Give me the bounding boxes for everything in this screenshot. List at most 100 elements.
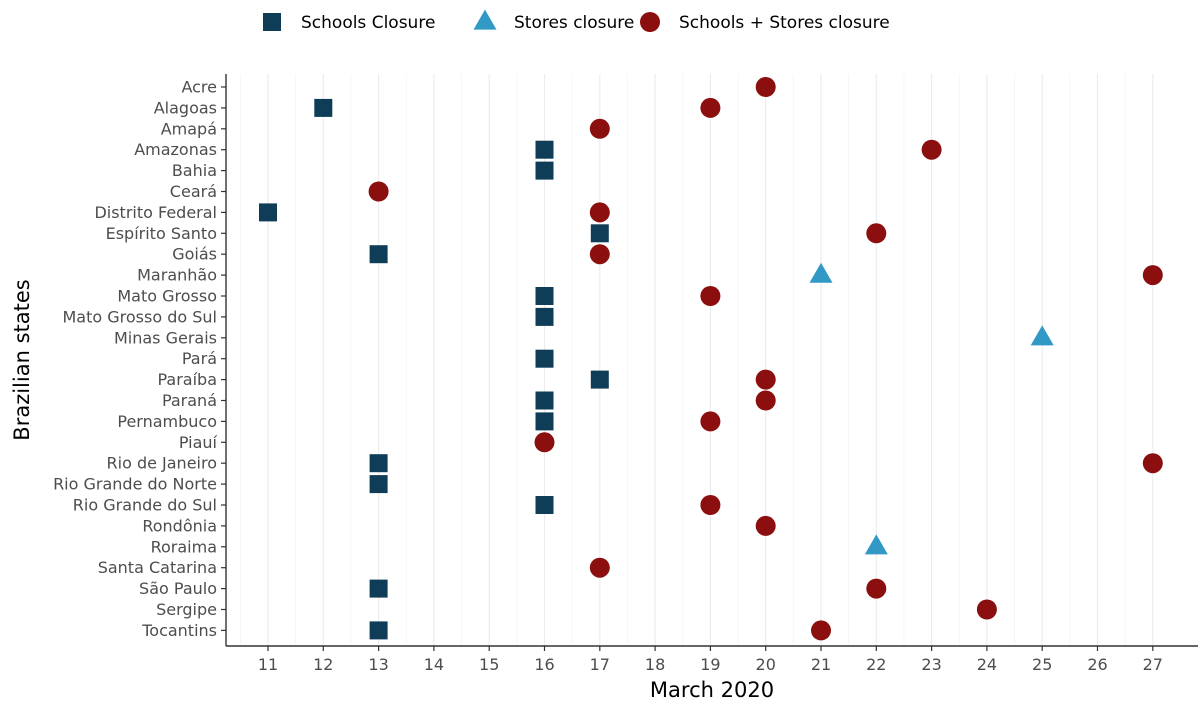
data-points (259, 77, 1163, 641)
point-schools-stores-closure-espirito-santo (866, 223, 887, 244)
y-tick-label-roraima: Roraima (151, 537, 217, 556)
legend-label-stores-closure: Stores closure (514, 13, 634, 33)
point-stores-closure-maranhao (809, 262, 833, 283)
point-stores-closure-roraima (864, 534, 888, 555)
y-tick-label-piaui: Piauí (179, 433, 218, 452)
point-schools-stores-closure-rio-grande-do-sul (700, 495, 721, 515)
y-tick-label-sergipe: Sergipe (156, 600, 217, 619)
point-schools-closure-parana (535, 391, 554, 410)
x-tick-label-17: 17 (590, 655, 610, 674)
point-stores-closure-minas-gerais (1030, 325, 1054, 346)
x-tick-label-25: 25 (1032, 655, 1052, 674)
axes (221, 74, 1198, 651)
legend-key-stores-closure (473, 9, 497, 30)
y-tick-label-sao-paulo: São Paulo (139, 579, 217, 598)
x-tick-label-15: 15 (479, 655, 499, 674)
point-schools-stores-closure-tocantins (811, 620, 831, 641)
x-tick-label-11: 11 (258, 655, 278, 674)
legend-key-schools-stores-closure (640, 12, 660, 32)
point-schools-stores-closure-paraiba (755, 369, 776, 390)
y-tick-label-rio-grande-do-sul: Rio Grande do Sul (73, 496, 217, 515)
point-schools-closure-paraiba (590, 370, 609, 389)
legend-label-schools-closure: Schools Closure (301, 13, 435, 33)
x-tick-label-13: 13 (368, 655, 388, 674)
legend-key-schools-closure (263, 13, 281, 31)
x-tick-label-16: 16 (534, 655, 554, 674)
y-tick-label-para: Pará (182, 349, 217, 368)
y-tick-label-paraiba: Paraíba (157, 370, 217, 389)
legend-label-schools-stores-closure: Schools + Stores closure (679, 13, 890, 33)
point-schools-closure-mato-grosso (535, 287, 554, 305)
y-tick-label-bahia: Bahia (172, 161, 217, 180)
y-tick-label-alagoas: Alagoas (154, 98, 217, 117)
point-schools-closure-espirito-santo (590, 224, 609, 243)
y-axis-title: Brazilian states (10, 279, 34, 440)
point-schools-closure-amazonas (535, 140, 554, 159)
legend-item-schools-stores-closure: Schools + Stores closure (640, 12, 890, 33)
y-tick-label-distrito-federal: Distrito Federal (94, 203, 217, 222)
y-tick-label-rio-de-janeiro: Rio de Janeiro (107, 454, 218, 473)
point-schools-stores-closure-ceara (368, 181, 389, 202)
point-schools-stores-closure-sergipe (976, 599, 997, 620)
x-tick-label-27: 27 (1143, 655, 1163, 674)
point-schools-closure-goias (369, 245, 388, 264)
y-tick-label-ceara: Ceará (170, 182, 217, 201)
point-schools-stores-closure-goias (589, 244, 610, 265)
legend: Schools Closure Stores closure Schools + S… (263, 9, 890, 33)
point-schools-closure-rio-grande-do-sul (535, 496, 554, 514)
point-schools-closure-tocantins (369, 621, 388, 640)
point-schools-stores-closure-distrito-federal (589, 202, 610, 223)
point-schools-stores-closure-alagoas (700, 97, 721, 118)
y-tick-label-minas-gerais: Minas Gerais (114, 328, 217, 347)
x-tick-label-24: 24 (977, 655, 997, 674)
x-tick-label-20: 20 (756, 655, 776, 674)
y-tick-label-mato-grosso: Mato Grosso (117, 287, 217, 306)
point-schools-stores-closure-mato-grosso (700, 286, 721, 306)
x-tick-label-12: 12 (313, 655, 333, 674)
point-schools-stores-closure-sao-paulo (866, 578, 887, 599)
y-tick-label-rio-grande-do-norte: Rio Grande do Norte (53, 475, 217, 494)
point-schools-closure-para (535, 349, 554, 368)
legend-item-schools-closure: Schools Closure (263, 13, 435, 33)
point-schools-stores-closure-pernambuco (700, 411, 721, 432)
y-tick-label-rondonia: Rondônia (142, 516, 217, 535)
x-tick-label-21: 21 (811, 655, 831, 674)
point-schools-stores-closure-amapa (589, 118, 610, 139)
y-tick-label-pernambuco: Pernambuco (117, 412, 217, 431)
x-tick-label-26: 26 (1087, 655, 1107, 674)
point-schools-stores-closure-santa-catarina (589, 557, 610, 578)
x-tick-label-22: 22 (866, 655, 886, 674)
y-tick-label-santa-catarina: Santa Catarina (98, 558, 217, 577)
x-tick-label-19: 19 (700, 655, 720, 674)
y-tick-label-tocantins: Tocantins (141, 621, 217, 640)
y-tick-label-goias: Goiás (172, 245, 217, 264)
y-tick-label-maranhao: Maranhão (137, 266, 217, 285)
point-schools-stores-closure-amazonas (921, 139, 942, 160)
x-tick-labels: 11 12 13 14 15 16 17 18 19 20 21 22 23 24 25 26 27 (258, 655, 1163, 674)
point-schools-stores-closure-rondonia (755, 515, 776, 536)
point-schools-stores-closure-maranhao (1142, 265, 1163, 286)
x-tick-label-14: 14 (424, 655, 444, 674)
point-schools-stores-closure-rio-de-janeiro (1142, 453, 1163, 474)
x-tick-label-23: 23 (921, 655, 941, 674)
x-tick-label-18: 18 (645, 655, 665, 674)
y-tick-label-mato-grosso-do-sul: Mato Grosso do Sul (63, 307, 218, 326)
point-schools-closure-rio-grande-do-norte (369, 475, 388, 494)
point-schools-closure-rio-de-janeiro (369, 454, 388, 473)
point-schools-closure-bahia (535, 161, 554, 180)
legend-item-stores-closure: Stores closure (473, 9, 634, 33)
point-schools-closure-sao-paulo (369, 579, 388, 598)
point-schools-closure-distrito-federal (259, 203, 277, 222)
y-tick-label-acre: Acre (181, 78, 217, 97)
y-tick-label-amazonas: Amazonas (134, 140, 217, 159)
point-schools-stores-closure-piaui (534, 432, 555, 453)
x-axis-title: March 2020 (650, 678, 774, 702)
y-tick-label-parana: Paraná (162, 391, 217, 410)
point-schools-closure-mato-grosso-do-sul (535, 307, 554, 326)
point-schools-closure-pernambuco (535, 412, 554, 431)
point-schools-stores-closure-parana (755, 390, 776, 411)
point-schools-closure-alagoas (314, 98, 333, 117)
y-tick-label-amapa: Amapá (161, 119, 217, 138)
